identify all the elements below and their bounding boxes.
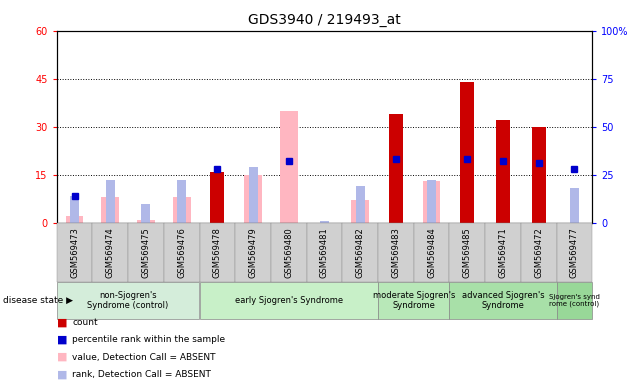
Text: GSM569481: GSM569481 — [320, 227, 329, 278]
Text: ■: ■ — [57, 318, 67, 328]
Text: non-Sjogren's
Syndrome (control): non-Sjogren's Syndrome (control) — [88, 291, 169, 310]
Text: ■: ■ — [57, 335, 67, 345]
Text: disease state ▶: disease state ▶ — [3, 296, 73, 305]
Text: value, Detection Call = ABSENT: value, Detection Call = ABSENT — [72, 353, 216, 362]
Bar — [280, 111, 297, 223]
Text: count: count — [72, 318, 98, 327]
Bar — [173, 197, 190, 223]
Bar — [460, 82, 474, 223]
Bar — [70, 196, 79, 223]
Text: GSM569482: GSM569482 — [356, 227, 365, 278]
Bar — [320, 221, 329, 223]
Bar — [137, 220, 155, 223]
Title: GDS3940 / 219493_at: GDS3940 / 219493_at — [248, 13, 401, 27]
Text: percentile rank within the sample: percentile rank within the sample — [72, 335, 226, 344]
Bar — [249, 167, 258, 223]
Bar — [210, 172, 224, 223]
Bar — [101, 197, 119, 223]
Text: GSM569484: GSM569484 — [427, 227, 436, 278]
Bar — [244, 175, 262, 223]
Text: moderate Sjogren's
Syndrome: moderate Sjogren's Syndrome — [372, 291, 455, 310]
Bar — [356, 186, 365, 223]
Text: GSM569475: GSM569475 — [142, 227, 151, 278]
Text: GSM569472: GSM569472 — [534, 227, 543, 278]
Text: ■: ■ — [57, 352, 67, 362]
Text: rank, Detection Call = ABSENT: rank, Detection Call = ABSENT — [72, 370, 211, 379]
Text: GSM569476: GSM569476 — [177, 227, 186, 278]
Text: GSM569480: GSM569480 — [284, 227, 293, 278]
Bar — [389, 114, 403, 223]
Text: GSM569483: GSM569483 — [391, 227, 400, 278]
Text: GSM569473: GSM569473 — [70, 227, 79, 278]
Bar — [106, 180, 115, 223]
Bar — [427, 180, 436, 223]
Text: GSM569479: GSM569479 — [249, 227, 258, 278]
Text: GSM569471: GSM569471 — [498, 227, 507, 278]
Bar — [496, 120, 510, 223]
Text: GSM569477: GSM569477 — [570, 227, 579, 278]
Text: ■: ■ — [57, 369, 67, 379]
Bar — [532, 127, 546, 223]
Bar — [351, 200, 369, 223]
Text: advanced Sjogren's
Syndrome: advanced Sjogren's Syndrome — [462, 291, 544, 310]
Text: early Sjogren's Syndrome: early Sjogren's Syndrome — [235, 296, 343, 305]
Bar — [142, 204, 151, 223]
Bar — [423, 181, 440, 223]
Bar — [570, 188, 579, 223]
Bar — [66, 216, 83, 223]
Text: Sjogren's synd
rome (control): Sjogren's synd rome (control) — [549, 294, 600, 307]
Text: GSM569474: GSM569474 — [106, 227, 115, 278]
Text: GSM569478: GSM569478 — [213, 227, 222, 278]
Bar — [177, 180, 186, 223]
Text: GSM569485: GSM569485 — [463, 227, 472, 278]
